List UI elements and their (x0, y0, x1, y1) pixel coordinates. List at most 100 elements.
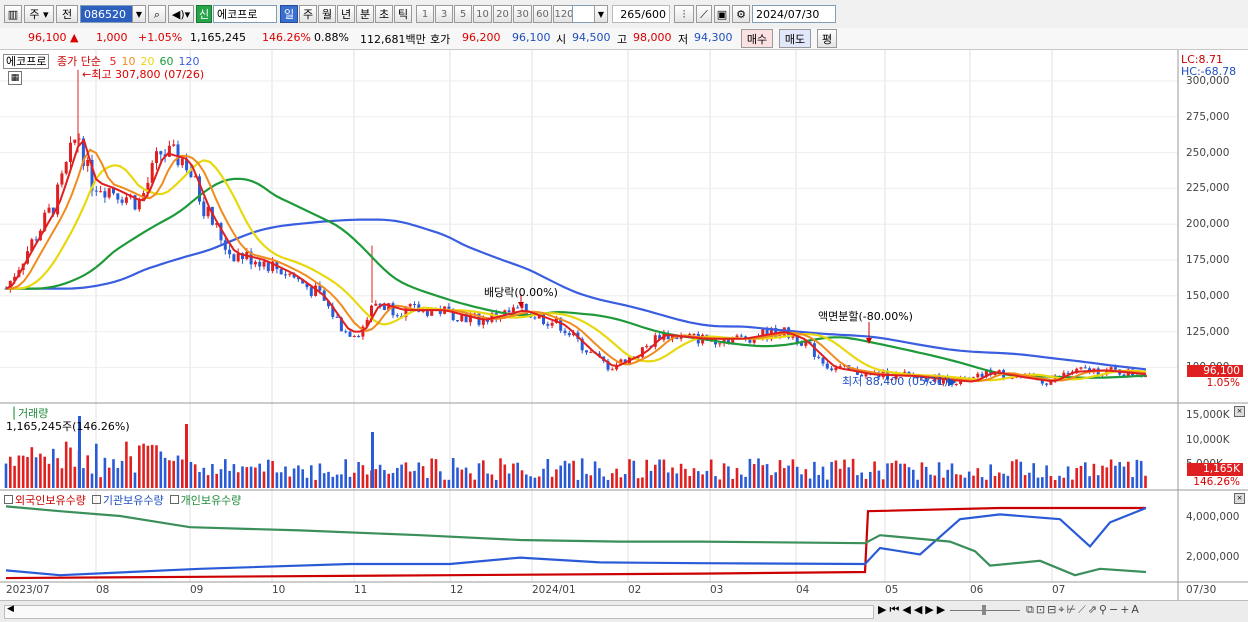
volume-bar (78, 416, 81, 488)
candle-body (51, 207, 55, 215)
interval-button-60[interactable]: 60 (533, 5, 552, 23)
interval-button-1[interactable]: 1 (416, 5, 434, 23)
period-button-4[interactable]: 분 (356, 5, 374, 23)
volume-bar (709, 459, 713, 488)
volume-bar (1105, 467, 1109, 488)
save-icon[interactable]: ▣ (714, 5, 730, 23)
first-page-icon[interactable]: ⏮ (889, 603, 903, 616)
candle-body (980, 373, 984, 377)
candle-body (425, 309, 429, 316)
bid-price: 96,100 (512, 31, 551, 44)
crosshair-icon[interactable]: ⌖ (1058, 603, 1067, 616)
zoom-out-icon[interactable]: − (1108, 603, 1121, 616)
scroll-left-icon[interactable]: ◀ (7, 604, 14, 614)
speaker-icon[interactable]: ◀)▾ (168, 5, 194, 23)
fib-icon[interactable]: ⊬ (1066, 603, 1079, 616)
period-button-1[interactable]: 주 (299, 5, 317, 23)
candle-body (860, 374, 864, 377)
indicator-icon[interactable]: ⊟ (1047, 603, 1059, 616)
period-button-3[interactable]: 년 (337, 5, 355, 23)
copy-icon[interactable]: ⧉ (1026, 603, 1036, 616)
volume-bar (236, 472, 240, 488)
candle-body (155, 151, 158, 164)
export-icon[interactable]: ⊡ (1035, 603, 1048, 616)
volume-bar (318, 463, 322, 488)
volume-bar (606, 479, 610, 488)
volume-bar (103, 457, 107, 488)
candle-body (13, 276, 17, 281)
candle-body (64, 162, 68, 174)
volume-bar (602, 476, 605, 488)
scroll-right-icon[interactable]: ▶ (878, 603, 890, 616)
volume-bar (460, 469, 464, 488)
candle-body (692, 334, 696, 336)
search-icon[interactable]: ⌕ (148, 5, 166, 23)
holding-pane-close-icon[interactable]: × (1234, 493, 1245, 504)
text-icon[interactable]: A (1131, 603, 1141, 616)
period-button-6[interactable]: 틱 (394, 5, 412, 23)
interval-button-20[interactable]: 20 (493, 5, 512, 23)
volume-bar (722, 463, 726, 488)
pin-icon[interactable]: ⚲ (1098, 603, 1109, 616)
candle-body (726, 339, 730, 344)
period-button-2[interactable]: 월 (318, 5, 336, 23)
prev-page-icon[interactable]: ◀◀ (902, 603, 926, 616)
candle-body (159, 151, 163, 155)
volume-bar (279, 472, 283, 488)
candle-body (43, 212, 47, 231)
volume-bar (533, 477, 537, 488)
ma-line-60 (6, 177, 1147, 379)
next-page-icon[interactable]: ▶▶ (925, 603, 949, 616)
candle-icon[interactable]: ⫶ (674, 5, 694, 23)
period-button-0[interactable]: 일 (280, 5, 298, 23)
interval-button-3[interactable]: 3 (435, 5, 453, 23)
market-select[interactable]: 주 ▾ (24, 5, 54, 23)
chart-type-icon[interactable]: ▥ (4, 5, 22, 23)
volume-bar (701, 474, 704, 488)
volume-bar (740, 474, 743, 488)
candle-body (748, 339, 752, 343)
stock-name-field[interactable]: 에코프로 (213, 5, 277, 23)
stock-code-input[interactable]: 086520 (80, 5, 146, 23)
buy-button[interactable]: 매수 (741, 29, 773, 48)
volume-bar (344, 459, 347, 488)
volume-bar (744, 476, 747, 488)
date-field[interactable]: 2024/07/30 (752, 5, 836, 23)
volume-bar (297, 465, 300, 488)
interval-button-10[interactable]: 10 (473, 5, 492, 23)
chart-scrollbar[interactable]: ◀ (4, 604, 874, 619)
count-dropdown-icon[interactable]: ▼ (594, 5, 608, 23)
trend-icon[interactable]: ⟋ (1078, 603, 1088, 616)
interval-button-5[interactable]: 5 (454, 5, 472, 23)
draw-line-icon[interactable]: ⟋ (696, 5, 712, 23)
volume-bar (808, 478, 812, 488)
volume-bar (645, 459, 648, 488)
price-tick: 125,000 (1186, 325, 1230, 338)
volume-bar (838, 468, 842, 488)
candle-body (984, 369, 988, 377)
volume: 1,165,245 (190, 31, 246, 44)
stock-chart[interactable] (0, 50, 1248, 600)
view-toggle[interactable]: 전 (56, 5, 78, 23)
code-dropdown-icon[interactable]: ▼ (132, 5, 146, 23)
volume-bar (649, 470, 653, 488)
volume-bar (13, 465, 16, 488)
evaluate-button[interactable]: 평 (817, 29, 837, 48)
period-button-5[interactable]: 초 (375, 5, 393, 23)
gear-icon[interactable]: ⚙ (732, 5, 750, 23)
cursor-icon[interactable]: ⇗ (1087, 603, 1099, 616)
view-label: 전 (61, 8, 73, 21)
volume-bar (967, 471, 971, 488)
volume-bar (546, 459, 550, 488)
grid-toggle-icon[interactable]: ▦ (8, 71, 22, 85)
sell-button[interactable]: 매도 (779, 29, 811, 48)
candle-body (838, 366, 842, 368)
zoom-in-icon[interactable]: + (1120, 603, 1132, 616)
zoom-slider[interactable] (950, 603, 1020, 617)
candle-body (77, 138, 81, 140)
interval-button-30[interactable]: 30 (513, 5, 532, 23)
volume-pane-close-icon[interactable]: × (1234, 406, 1245, 417)
volume-bar (619, 477, 623, 488)
count-field[interactable]: 265/600 (612, 5, 670, 23)
volume-bar (826, 479, 829, 488)
